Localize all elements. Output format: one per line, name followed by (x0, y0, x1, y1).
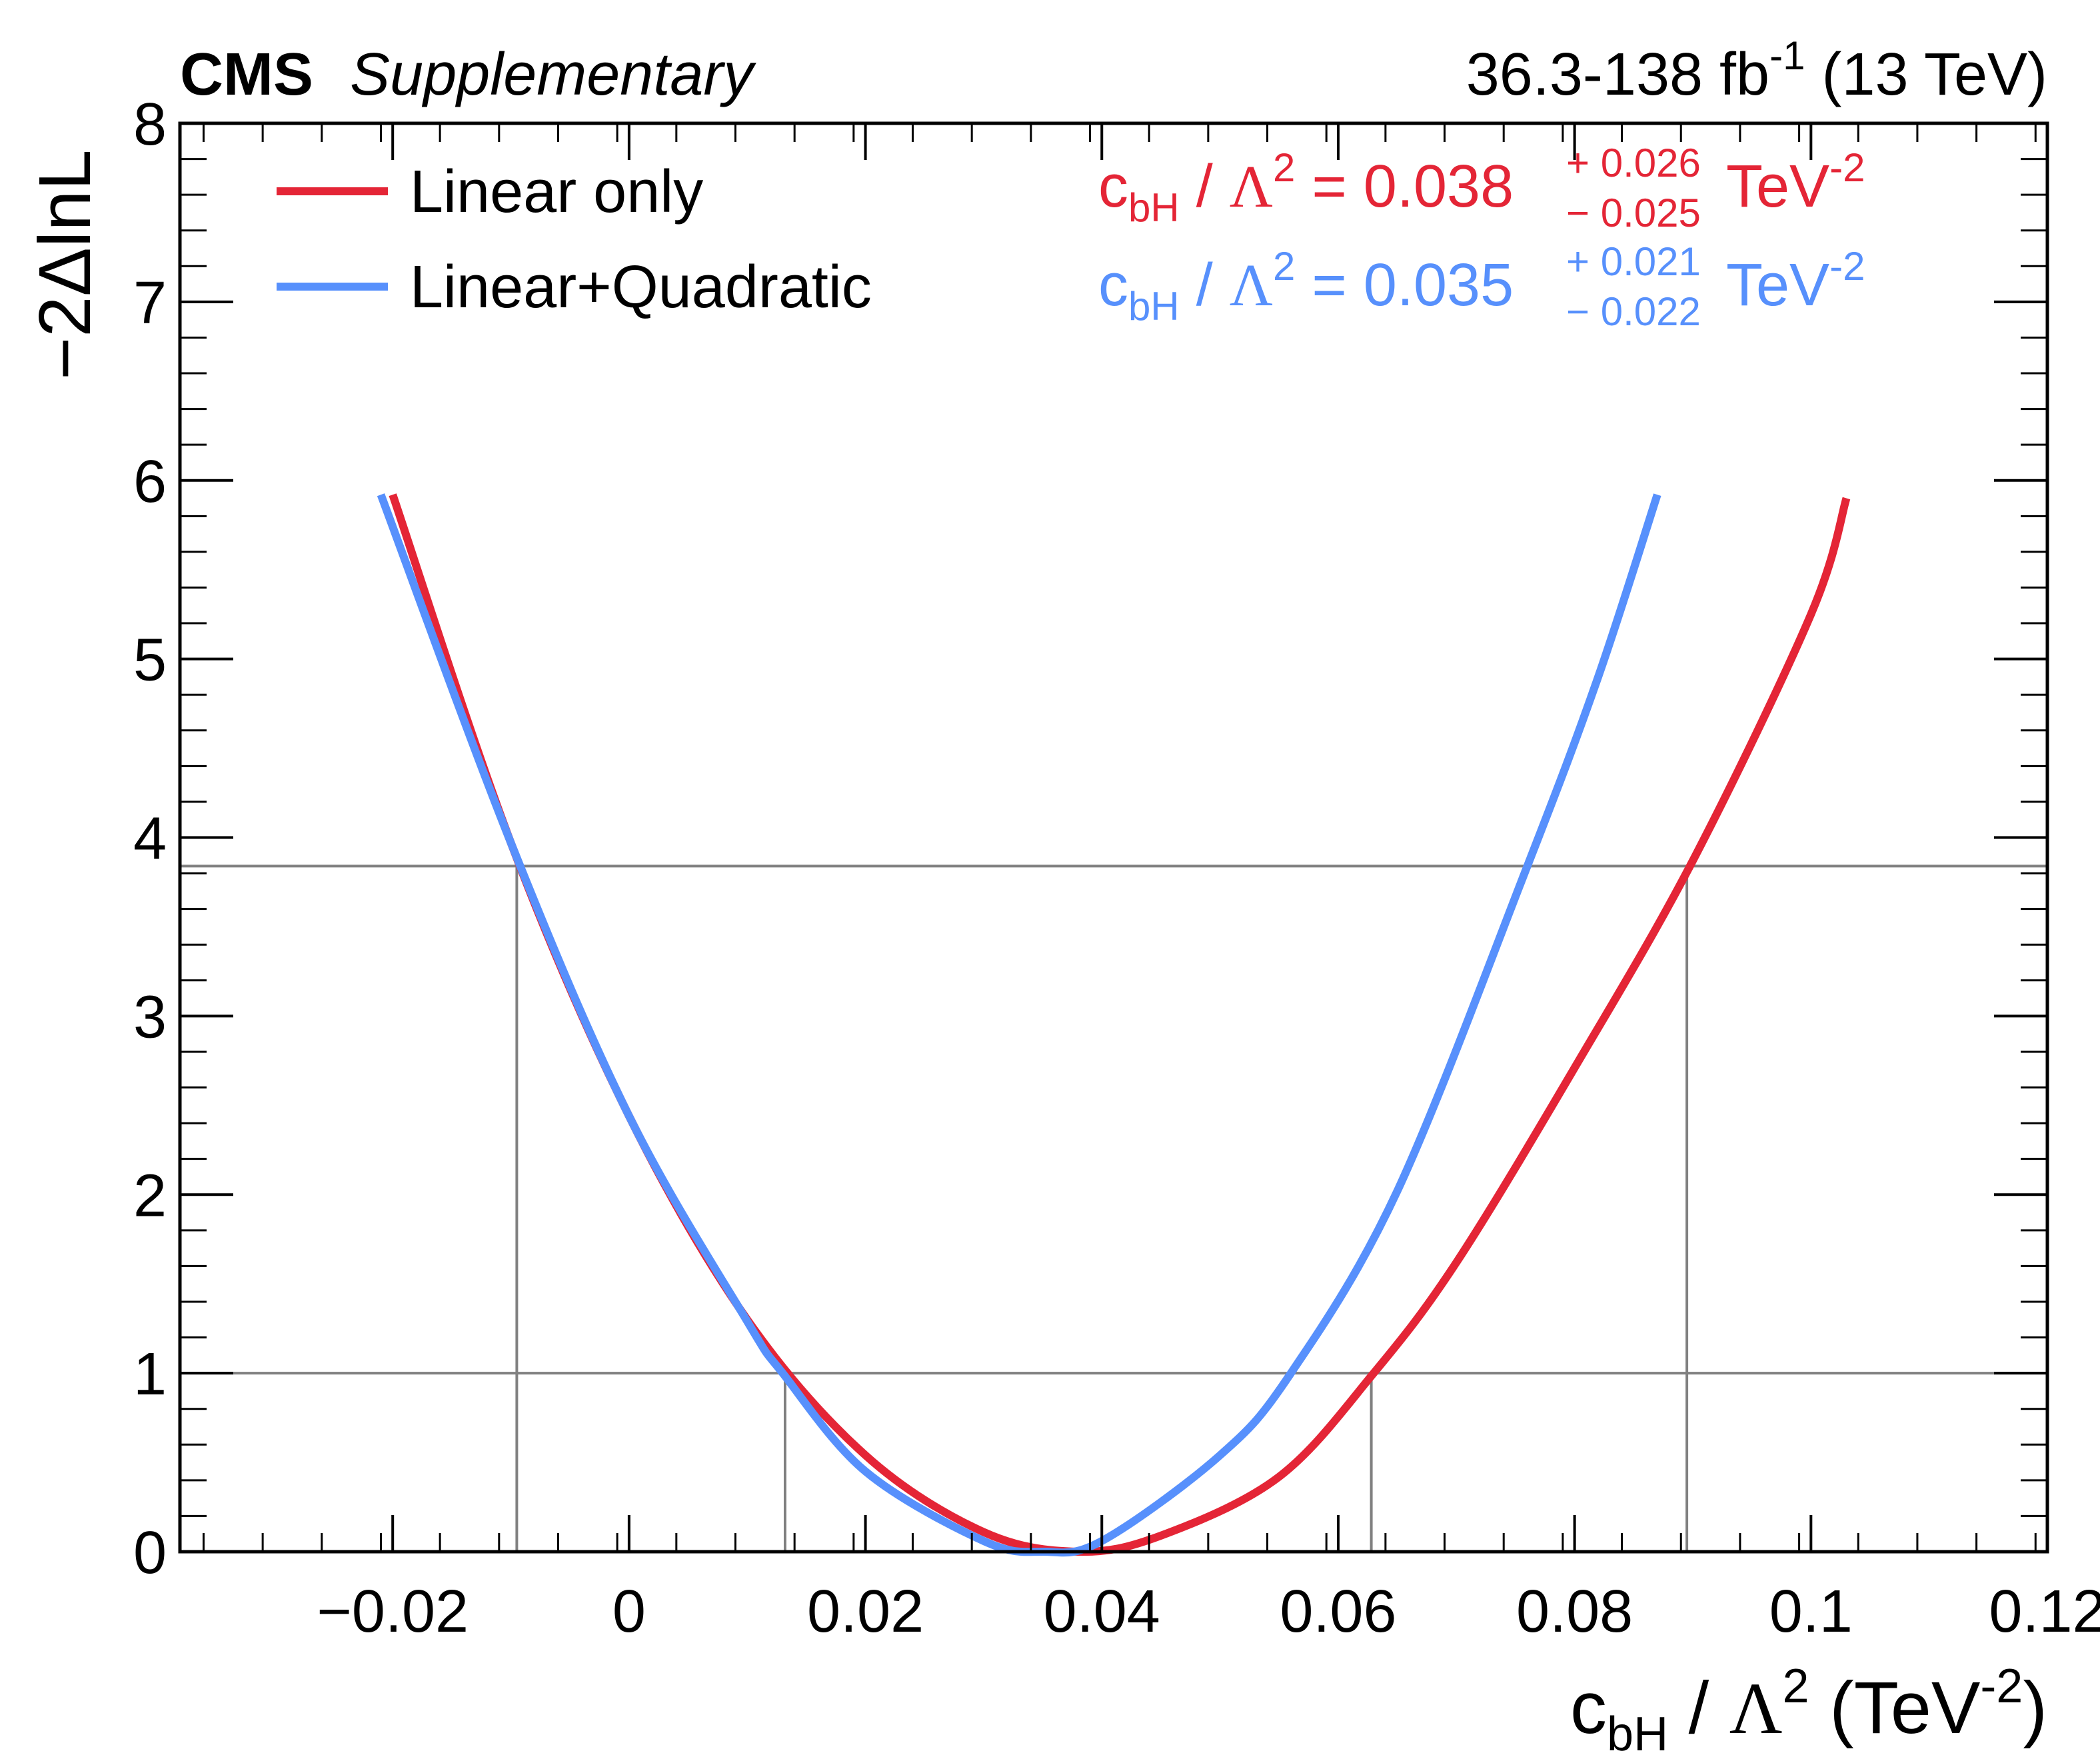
legend: Linear only Linear+Quadratic (277, 159, 872, 321)
x-axis-title: cbH / Λ2 (TeV-2) (1570, 1660, 2047, 1761)
cms-header: CMS Supplementary (180, 41, 756, 108)
y-axis-title: −2ΔlnL (24, 149, 106, 380)
x-tick-label: 0.06 (1280, 1578, 1396, 1645)
result-linear: cbH / Λ2 = 0.038 + 0.026 − 0.025 TeV-2 (1098, 141, 1865, 235)
y-tick-label: 1 (133, 1341, 167, 1408)
y-tick-label: 2 (133, 1162, 167, 1229)
result-linear-unit: TeV-2 (1726, 145, 1865, 220)
x-tick-label: 0.04 (1044, 1578, 1160, 1645)
result-linear-up: + 0.026 (1566, 141, 1701, 185)
y-tick-label: 3 (133, 984, 167, 1050)
legend-label-linear: Linear only (410, 159, 703, 225)
result-linear-down: − 0.025 (1566, 191, 1701, 235)
supplementary-label: Supplementary (350, 41, 756, 108)
result-linear-text: cbH / Λ2 = 0.038 (1098, 145, 1514, 230)
result-quadratic-unit: TeV-2 (1726, 244, 1865, 319)
x-tick-label: 0.02 (807, 1578, 924, 1645)
series-line-quadratic (377, 493, 1661, 1557)
y-tick-label: 4 (133, 806, 167, 873)
y-tick-label: 7 (133, 270, 167, 337)
x-tick-label: 0.08 (1516, 1578, 1633, 1645)
y-tick-label: 5 (133, 627, 167, 694)
luminosity-label: 36.3-138 fb-1 (13 TeV) (1466, 33, 2047, 108)
y-tick-label: 8 (133, 91, 167, 158)
x-tick-label: 0.12 (1989, 1578, 2100, 1645)
reference-lines (180, 865, 2047, 1552)
x-tick-label: 0.1 (1769, 1578, 1853, 1645)
result-quadratic-up: + 0.021 (1566, 239, 1701, 284)
axis-ticks: −0.02 0 0.02 0.04 0.06 0.08 0.1 0.12 0 1 2 3 4 5 6 7 8 (133, 91, 2100, 1645)
series-line-linear (389, 493, 1851, 1556)
x-tick-label: −0.02 (317, 1578, 469, 1645)
plot-frame (178, 121, 2049, 1554)
result-quadratic: cbH / Λ2 = 0.035 + 0.021 − 0.022 TeV-2 (1098, 239, 1865, 334)
y-tick-label: 6 (133, 449, 167, 515)
legend-label-quadratic: Linear+Quadratic (410, 254, 872, 321)
experiment-label: CMS (180, 41, 313, 108)
x-tick-label: 0 (612, 1578, 646, 1645)
curves (377, 493, 1851, 1557)
result-quadratic-down: − 0.022 (1566, 289, 1701, 334)
result-quadratic-text: cbH / Λ2 = 0.035 (1098, 244, 1514, 329)
y-tick-label: 0 (133, 1520, 167, 1586)
